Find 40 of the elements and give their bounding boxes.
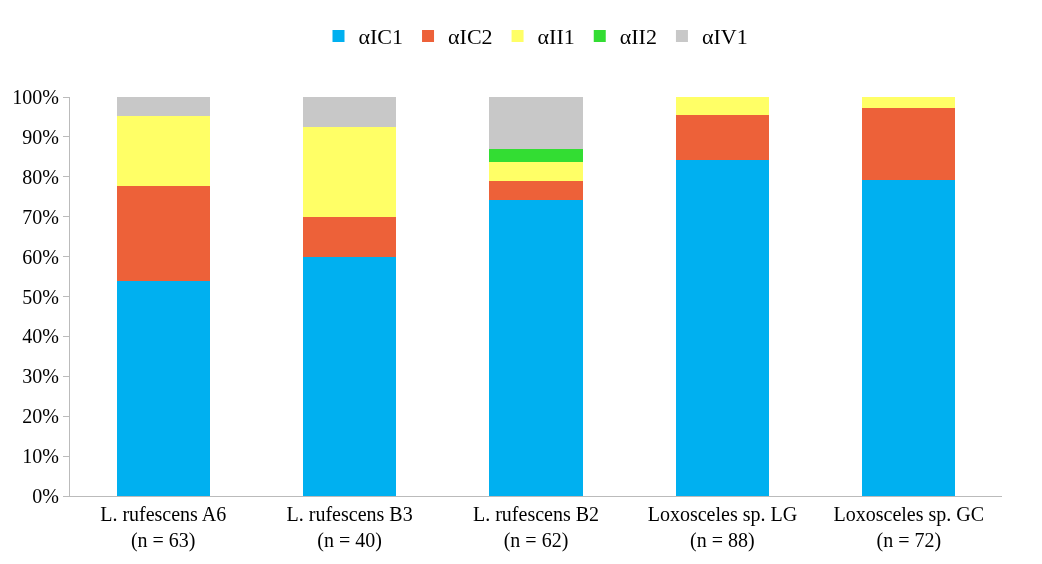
bar bbox=[489, 180, 583, 200]
x-tick-label: L. rufescens A6 (n = 63) bbox=[100, 503, 227, 552]
y-tick-label: 10% bbox=[22, 445, 59, 468]
y-tick-label: 90% bbox=[22, 125, 59, 148]
y-tick-label: 50% bbox=[22, 285, 59, 308]
bar bbox=[862, 107, 956, 180]
bar bbox=[303, 256, 397, 496]
y-tick-label: 80% bbox=[22, 165, 59, 188]
y-tick-label: 100% bbox=[12, 86, 59, 108]
bar bbox=[675, 97, 769, 115]
y-tick-label: 0% bbox=[32, 485, 59, 507]
y-tick-label: 30% bbox=[22, 365, 59, 388]
bar bbox=[116, 280, 210, 496]
y-tick-label: 20% bbox=[22, 405, 59, 428]
legend-label: αIV1 bbox=[701, 24, 748, 50]
bar bbox=[489, 161, 583, 181]
bar bbox=[489, 148, 583, 162]
bar bbox=[862, 179, 956, 496]
bar bbox=[862, 97, 956, 108]
bar bbox=[303, 216, 397, 257]
x-tick-label: Loxosceles sp. LG (n = 88) bbox=[647, 503, 798, 552]
bar bbox=[489, 97, 583, 149]
y-tick-label: 60% bbox=[22, 245, 59, 268]
bar bbox=[303, 97, 397, 127]
legend-label: αIC1 bbox=[358, 24, 404, 50]
bar bbox=[675, 114, 769, 161]
legend-label: αII2 bbox=[619, 24, 657, 50]
x-tick-label: Loxosceles sp. GC (n = 72) bbox=[833, 503, 985, 552]
bar bbox=[675, 160, 769, 496]
x-tick-label: L. rufescens B3 (n = 40) bbox=[286, 503, 413, 552]
y-tick-label: 40% bbox=[22, 325, 59, 348]
x-tick-label: L. rufescens B2 (n = 62) bbox=[472, 503, 600, 552]
bar bbox=[489, 199, 583, 496]
bar bbox=[116, 97, 210, 116]
bar bbox=[116, 115, 210, 186]
legend-label: αIC2 bbox=[448, 24, 493, 50]
legend-label: αII1 bbox=[537, 24, 575, 50]
bar bbox=[116, 185, 210, 281]
y-tick-label: 70% bbox=[22, 205, 59, 228]
bar bbox=[303, 126, 397, 217]
